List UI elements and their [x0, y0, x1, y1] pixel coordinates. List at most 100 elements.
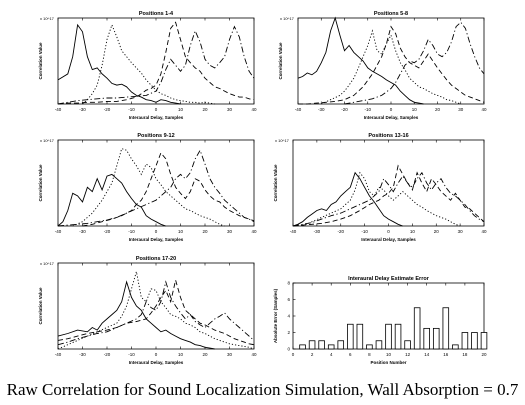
x-tick-label: 20: [202, 107, 208, 112]
y-scale-label: x 10^17: [40, 16, 55, 21]
y-axis-label: Correlation Value: [273, 164, 278, 202]
x-tick-label: -10: [361, 229, 368, 234]
x-tick-label: 8: [368, 352, 371, 357]
x-tick-label: 10: [386, 352, 392, 357]
figure: Positions 1-4-40 -30 -20 -10 0 10 20 30 40Intera…: [38, 11, 488, 365]
x-axis-label: Interaural Delay, Samples: [361, 237, 416, 242]
x-tick-label: 16: [443, 352, 449, 357]
y-tick-label: 8: [287, 281, 290, 286]
y-tick-label: 2: [287, 330, 290, 335]
x-tick-label: 14: [424, 352, 430, 357]
bar: [347, 323, 354, 350]
x-tick-label: 20: [481, 352, 487, 357]
plot-frame: [292, 139, 485, 227]
bar: [442, 307, 450, 350]
x-tick-label: 10: [178, 352, 184, 357]
bar: [375, 340, 383, 350]
x-tick-label: -40: [55, 352, 62, 357]
bar: [308, 340, 316, 350]
series-line-dashdot: [57, 280, 255, 346]
chart-title: Positions 5-8: [374, 11, 408, 17]
bar: [471, 332, 478, 350]
x-tick-label: -10: [364, 107, 371, 112]
x-tick-label: 0: [292, 352, 295, 357]
x-tick-label: 30: [458, 107, 464, 112]
bar: [366, 344, 373, 350]
x-tick-label: 40: [251, 229, 257, 234]
series-line-dashed: [292, 164, 485, 227]
series-line-dotted: [321, 29, 461, 105]
x-axis-label: Interaural Delay, Samples: [129, 237, 184, 242]
bar: [299, 344, 306, 350]
chart-positions-5-8: Positions 5-8 -40 -30 -20 -10 0 10 20 30 40 Intera…: [278, 11, 487, 120]
series-line-dotted: [57, 271, 255, 350]
x-tick-label: 30: [227, 107, 233, 112]
y-tick-label: 4: [287, 314, 290, 319]
y-scale-label: x 10^17: [40, 261, 55, 266]
x-tick-label: -40: [295, 107, 302, 112]
plot-frame: [297, 17, 485, 105]
bar: [394, 323, 402, 350]
x-tick-label: -20: [337, 229, 344, 234]
x-tick-label: 40: [251, 107, 257, 112]
series-line-solid: [57, 23, 181, 105]
series-line-dotted: [82, 23, 215, 105]
x-tick-label: 30: [458, 229, 464, 234]
y-tick-label: 6: [287, 297, 290, 302]
chart-delay-estimate-error: Interaural Delay Estimate Error 0 2 4 6 8 10 12…: [273, 276, 488, 365]
x-tick-label: 0: [155, 107, 158, 112]
x-tick-label: 10: [412, 107, 418, 112]
x-tick-label: 4: [330, 352, 333, 357]
x-tick-label: 0: [390, 107, 393, 112]
x-tick-label: 10: [410, 229, 416, 234]
x-tick-label: -30: [318, 107, 325, 112]
x-tick-label: 12: [405, 352, 411, 357]
series-line-dashed: [82, 152, 255, 227]
x-tick-label: 0: [155, 352, 158, 357]
bar: [452, 344, 459, 350]
x-axis-label: Interaural Delay, Samples: [129, 115, 184, 120]
x-tick-label: -20: [104, 352, 111, 357]
x-tick-label: -30: [79, 229, 86, 234]
bar: [385, 323, 392, 350]
series-line-dashdot: [57, 25, 255, 105]
y-scale-label: x 10^17: [275, 138, 290, 143]
y-scale-label: x 10^17: [280, 16, 295, 21]
x-tick-label: -20: [341, 107, 348, 112]
bar: [318, 340, 325, 350]
chart-positions-13-16: Positions 13-16 -40 -30 -20 -10 0 10 20 30 40 Inte…: [273, 133, 487, 242]
x-tick-label: -30: [79, 352, 86, 357]
y-axis-label: Correlation Value: [278, 42, 283, 80]
x-tick-label: -20: [104, 229, 111, 234]
x-tick-label: -10: [128, 229, 135, 234]
bar: [413, 307, 421, 350]
x-tick-label: 6: [349, 352, 352, 357]
x-tick-label: 30: [227, 229, 233, 234]
series-line-dotted: [302, 171, 461, 227]
bar: [356, 323, 364, 350]
chart-title: Positions 13-16: [368, 133, 408, 139]
chart-title: Positions 1-4: [139, 11, 174, 17]
x-tick-label: 2: [311, 352, 314, 357]
series-line-dashed: [298, 25, 485, 105]
x-tick-label: 18: [462, 352, 468, 357]
chart-title: Positions 17-20: [136, 256, 176, 262]
y-axis-label: Correlation Value: [38, 164, 43, 202]
x-tick-label: -20: [104, 107, 111, 112]
x-tick-label: 0: [155, 229, 158, 234]
x-tick-label: -10: [128, 352, 135, 357]
series-line-dashed: [57, 280, 255, 346]
bar: [337, 340, 345, 350]
series-line-dashdot: [292, 171, 485, 227]
x-tick-label: 40: [481, 107, 487, 112]
series-line-solid: [297, 16, 424, 105]
chart-positions-9-12: Positions 9-12 -40 -30 -20 -10 0 10 20 30 40 Inter…: [38, 133, 257, 242]
bar: [327, 344, 335, 350]
bar: [432, 327, 440, 350]
series-line-dashdot: [344, 21, 485, 105]
x-tick-label: 10: [178, 229, 184, 234]
x-axis-label: Interaural Delay, Samples: [364, 115, 419, 120]
chart-title: Interaural Delay Estimate Error: [348, 276, 430, 282]
x-tick-label: 0: [387, 229, 390, 234]
x-tick-label: 40: [251, 352, 257, 357]
